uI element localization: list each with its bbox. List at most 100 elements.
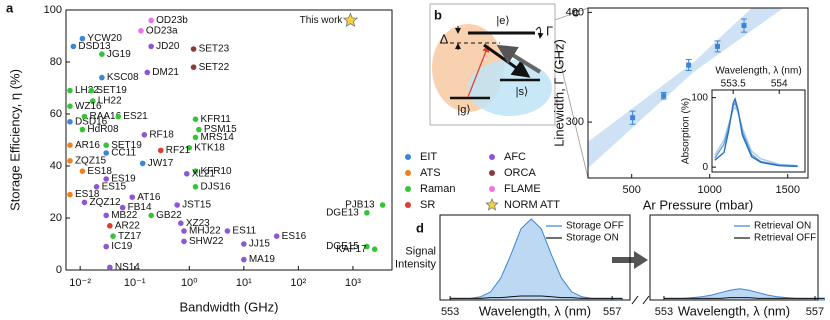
point-label: This work	[300, 15, 344, 26]
data-point	[81, 113, 88, 120]
point-label: JG19	[107, 49, 131, 60]
legend-label: FLAME	[504, 183, 541, 195]
point-label: AR16	[75, 140, 100, 151]
panel-label: b	[434, 7, 442, 22]
data-point	[103, 176, 109, 182]
data-point	[103, 212, 109, 219]
data-point	[224, 228, 231, 234]
data-point	[148, 212, 154, 219]
point-label: MB22	[111, 210, 138, 221]
legend-marker	[405, 170, 411, 176]
data-point	[81, 199, 88, 206]
data-point	[192, 116, 199, 122]
y-tick-label: 60	[50, 108, 62, 120]
y-axis-label: Storage Efficiency, η (%)	[7, 69, 22, 211]
y-axis-label: Linewidth, Γ (GHz)	[551, 39, 566, 147]
point-label: KFR11	[200, 114, 231, 125]
point-label: SET22	[199, 62, 230, 73]
legend-label: ORCA	[504, 167, 536, 179]
x-tick-label: 1000	[697, 184, 721, 196]
legend-marker	[489, 154, 495, 160]
point-label: SET23	[199, 44, 230, 55]
data-point	[139, 160, 146, 167]
point-label: LH22	[98, 96, 122, 107]
point-label: HdR08	[87, 124, 119, 135]
data-point	[342, 12, 359, 27]
point-label: NS14	[115, 262, 140, 273]
data-point	[178, 220, 184, 226]
data-point	[241, 241, 247, 247]
x-tick-label: 10¹	[236, 277, 252, 289]
data-point	[148, 43, 154, 50]
detuning-label: Δ	[440, 31, 449, 46]
y-axis-label: Absorption (%)	[681, 98, 692, 164]
plot-frame	[65, 9, 393, 271]
legend-label: EIT	[420, 151, 437, 163]
point-label: OD23b	[156, 15, 188, 26]
spectrum-line	[664, 297, 825, 299]
panel-label: a	[6, 0, 14, 15]
point-label: ES19	[111, 174, 136, 185]
point-label: OD23a	[146, 25, 178, 36]
data-point	[630, 115, 636, 121]
point-label: WZ16	[75, 101, 102, 112]
x-axis-label: Bandwidth (GHz)	[180, 299, 279, 314]
y-tick-label: 20	[50, 212, 62, 224]
zoom-line	[554, 39, 589, 179]
y-tick-label: 80	[50, 56, 62, 68]
point-label: JW17	[148, 158, 174, 169]
point-label: RF18	[149, 129, 174, 140]
y-tick-label: 100	[691, 92, 708, 103]
point-label: JJ15	[249, 239, 271, 250]
point-label: DSD13	[78, 41, 111, 52]
decay-label: Γ	[546, 23, 553, 38]
data-point	[364, 210, 370, 216]
legend-label: AFC	[504, 151, 526, 163]
axis-break	[631, 295, 639, 305]
point-label: FB14	[128, 202, 152, 213]
y-tick-label: 0	[56, 264, 62, 276]
point-label: MA19	[249, 254, 276, 265]
blue-region	[468, 60, 552, 116]
point-label: TZ17	[118, 231, 142, 242]
legend-marker	[489, 170, 495, 176]
signal-arrow	[467, 44, 490, 98]
data-point	[148, 17, 154, 24]
data-point	[241, 256, 247, 263]
data-point	[364, 243, 370, 250]
data-point	[67, 103, 73, 109]
data-point	[181, 228, 187, 234]
data-point	[110, 233, 116, 239]
data-point	[190, 64, 197, 70]
data-point	[67, 158, 73, 164]
x-axis-label: Wavelength, λ (nm)	[678, 303, 790, 318]
data-point	[141, 132, 148, 138]
legend-label: NORM ATT	[504, 199, 560, 211]
legend-label: Storage OFF	[566, 221, 624, 232]
data-point	[79, 168, 86, 174]
plot-frame	[587, 7, 809, 179]
readout-arrow	[496, 44, 542, 74]
panel-label: d	[416, 220, 424, 235]
data-point	[103, 142, 109, 148]
point-label: SET19	[96, 85, 127, 96]
data-point	[190, 46, 197, 52]
plot-frame	[439, 214, 631, 301]
point-label: XL21	[192, 168, 216, 179]
legend-marker	[405, 202, 411, 208]
point-label: AT16	[137, 192, 161, 203]
data-point	[67, 191, 73, 198]
data-point	[741, 23, 747, 29]
point-label: LH22	[75, 85, 99, 96]
point-label: AR22	[115, 220, 140, 231]
point-label: KFR10	[200, 166, 232, 177]
data-point	[183, 171, 190, 177]
point-label: MHJ22	[189, 226, 221, 237]
legend-label: Raman	[420, 183, 455, 195]
point-label: ES21	[123, 111, 148, 122]
x-tick-label: 500	[623, 184, 641, 196]
point-label: JST15	[182, 200, 211, 211]
x-tick-label: 1500	[775, 184, 799, 196]
point-label: ZQZ15	[75, 155, 107, 166]
